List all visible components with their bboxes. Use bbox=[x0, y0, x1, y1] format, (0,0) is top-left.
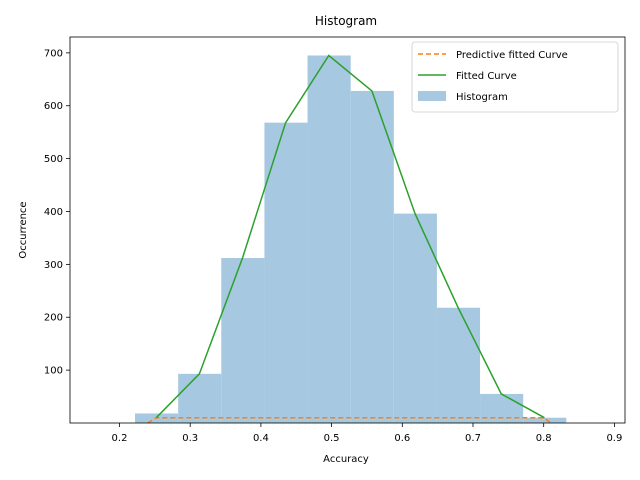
legend-box bbox=[411, 41, 619, 113]
predictive-fitted-curve-line bbox=[147, 416, 552, 424]
legend-swatch-histogram bbox=[418, 91, 446, 101]
plot-area bbox=[135, 54, 567, 424]
histogram-bar bbox=[221, 258, 265, 423]
x-tick-label: 0.3 bbox=[182, 433, 198, 444]
y-tick-label: 500 bbox=[44, 154, 63, 165]
histogram-bar bbox=[350, 90, 394, 423]
legend-label: Histogram bbox=[456, 92, 508, 103]
y-tick-label: 100 bbox=[44, 366, 63, 377]
chart-title: Histogram bbox=[315, 14, 377, 28]
legend-label: Fitted Curve bbox=[456, 71, 517, 82]
x-tick-label: 0.4 bbox=[253, 433, 269, 444]
y-tick-label: 200 bbox=[44, 313, 63, 324]
x-tick-label: 0.6 bbox=[394, 433, 410, 444]
x-tick-label: 0.2 bbox=[112, 433, 128, 444]
x-axis: 0.2 0.3 0.4 0.5 0.6 0.7 0.8 0.9 bbox=[112, 423, 622, 444]
x-tick-label: 0.8 bbox=[536, 433, 552, 444]
histogram-bar bbox=[178, 373, 222, 423]
axes-frame bbox=[69, 36, 626, 424]
histogram-bar bbox=[480, 393, 524, 423]
histogram-bar bbox=[436, 307, 481, 423]
y-tick-label: 600 bbox=[44, 101, 63, 112]
legend-label: Predictive fitted Curve bbox=[456, 50, 568, 61]
y-tick-label: 300 bbox=[44, 260, 63, 271]
fitted-curve-line bbox=[155, 54, 545, 419]
histogram-bar bbox=[307, 55, 351, 424]
y-axis: 100 200 300 400 500 600 700 bbox=[44, 48, 70, 377]
x-tick-label: 0.5 bbox=[324, 433, 340, 444]
y-tick-label: 700 bbox=[44, 48, 63, 59]
x-axis-label: Accuracy bbox=[323, 454, 369, 465]
y-axis-label: Occurrence bbox=[18, 201, 29, 258]
histogram-bar bbox=[523, 417, 567, 423]
histogram-bar bbox=[264, 122, 308, 423]
x-tick-label: 0.7 bbox=[465, 433, 481, 444]
y-tick-label: 400 bbox=[44, 207, 63, 218]
histogram-bar bbox=[393, 213, 437, 423]
legend: Predictive fitted Curve Fitted Curve Histo… bbox=[411, 41, 619, 113]
x-tick-label: 0.9 bbox=[606, 433, 622, 444]
